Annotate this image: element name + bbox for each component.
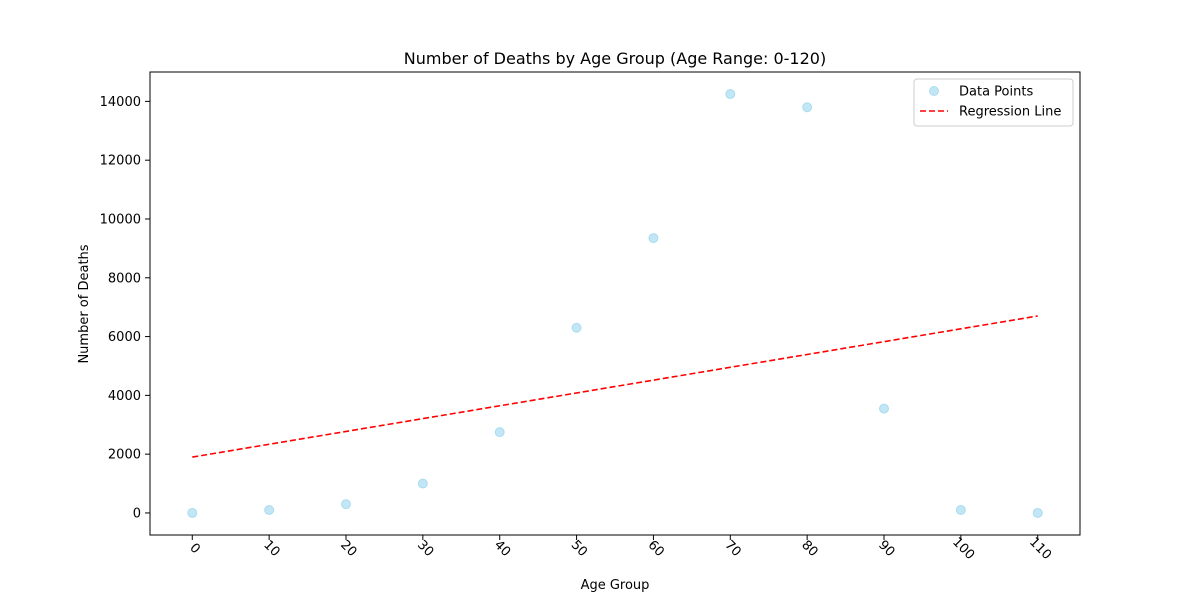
data-point — [802, 102, 813, 113]
y-tick-label: 2000 — [108, 448, 141, 463]
data-point — [879, 403, 890, 414]
y-tick-label: 8000 — [108, 271, 141, 286]
data-point — [187, 507, 198, 518]
y-tick-label: 10000 — [100, 212, 141, 227]
data-point — [494, 427, 505, 438]
y-tick-label: 0 — [133, 506, 141, 521]
data-point — [417, 478, 428, 489]
regression-line — [192, 315, 1038, 458]
data-point — [725, 89, 736, 100]
y-axis-label: Number of Deaths — [77, 244, 92, 363]
data-point — [955, 505, 966, 516]
data-point — [264, 505, 275, 516]
legend-marker-data-points — [929, 86, 939, 96]
data-point — [1032, 507, 1043, 518]
legend-box — [913, 78, 1074, 127]
data-point — [571, 322, 582, 333]
axes-frame — [149, 71, 1081, 536]
chart-title: Number of Deaths by Age Group (Age Range… — [404, 49, 826, 68]
y-tick-label: 12000 — [100, 154, 141, 169]
y-tick-label: 6000 — [108, 330, 141, 345]
y-tick-label: 4000 — [108, 389, 141, 404]
legend-label: Regression Line — [959, 105, 1061, 120]
data-point — [648, 233, 659, 244]
data-point — [340, 499, 351, 510]
y-tick-label: 14000 — [100, 95, 141, 110]
legend: Data Points Regression Line — [913, 78, 1074, 127]
legend-label: Data Points — [959, 85, 1033, 100]
x-axis-label: Age Group — [581, 578, 650, 593]
